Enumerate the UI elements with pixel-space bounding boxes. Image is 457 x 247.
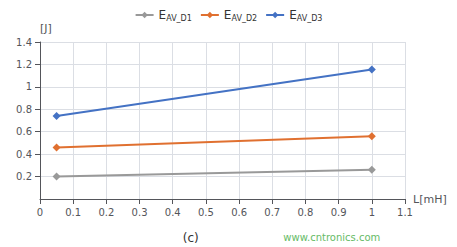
svg-text:1.1: 1.1 [397, 207, 413, 218]
svg-text:1: 1 [26, 81, 32, 92]
svg-text:AV_D3: AV_D3 [297, 14, 323, 23]
svg-text:0.6: 0.6 [231, 207, 247, 218]
svg-text:0.9: 0.9 [331, 207, 347, 218]
svg-text:1.4: 1.4 [16, 37, 32, 48]
svg-text:www.cntronics.com: www.cntronics.com [283, 232, 380, 243]
svg-text:AV_D2: AV_D2 [231, 14, 257, 23]
svg-text:0.3: 0.3 [132, 207, 148, 218]
svg-text:L[mH]: L[mH] [413, 193, 447, 206]
svg-text:[J]: [J] [40, 22, 52, 35]
svg-text:AV_D1: AV_D1 [166, 14, 192, 23]
svg-text:0.2: 0.2 [98, 207, 114, 218]
svg-text:(c): (c) [183, 231, 199, 245]
svg-text:0.4: 0.4 [165, 207, 181, 218]
svg-text:0.2: 0.2 [16, 171, 32, 182]
svg-text:0.4: 0.4 [16, 149, 32, 160]
svg-text:0.5: 0.5 [198, 207, 214, 218]
svg-text:E: E [224, 8, 232, 22]
svg-text:1.2: 1.2 [16, 59, 32, 70]
svg-text:0.7: 0.7 [264, 207, 280, 218]
svg-text:1: 1 [369, 207, 375, 218]
svg-text:E: E [289, 8, 297, 22]
svg-text:0.1: 0.1 [65, 207, 81, 218]
svg-text:E: E [159, 8, 167, 22]
svg-text:0.6: 0.6 [16, 126, 32, 137]
svg-text:0.8: 0.8 [298, 207, 314, 218]
svg-text:0: 0 [37, 207, 43, 218]
svg-text:0.8: 0.8 [16, 104, 32, 115]
